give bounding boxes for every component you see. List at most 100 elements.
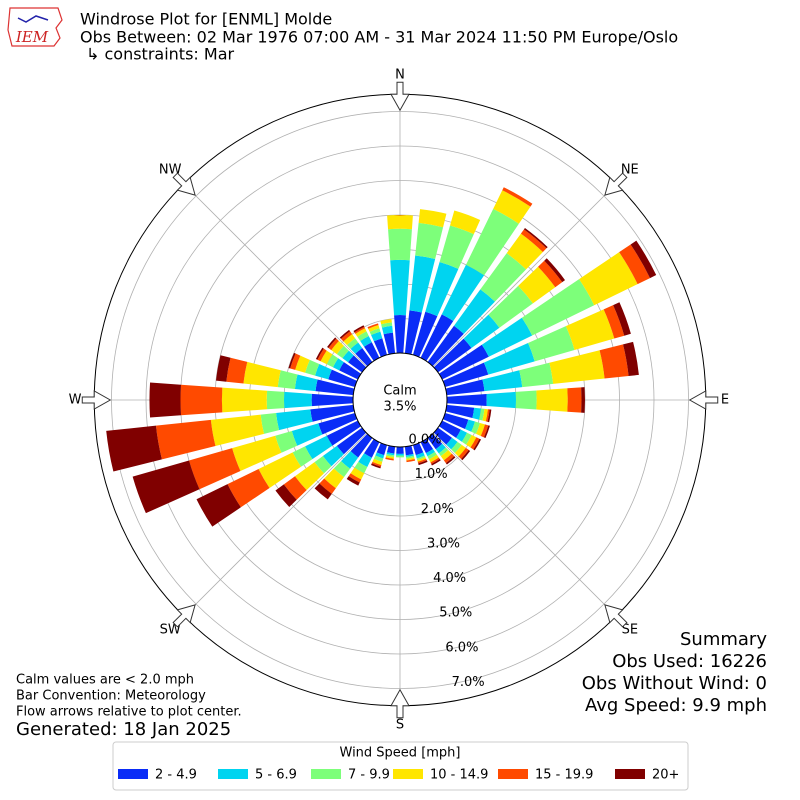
bar-segment: [350, 467, 365, 480]
legend-swatch: [615, 769, 645, 779]
bar-segment: [132, 460, 200, 514]
bar-segment: [189, 448, 241, 490]
bar-segment: [417, 458, 427, 464]
bar-segment: [328, 338, 339, 351]
bar-segment: [292, 446, 313, 467]
legend-swatch: [311, 769, 341, 779]
bar-segment: [149, 382, 182, 418]
bar-segment: [471, 421, 481, 434]
chart-title: Windrose Plot for [ENML] Molde: [80, 10, 332, 29]
bar-segment: [405, 455, 415, 459]
legend-label: 2 - 4.9: [155, 768, 197, 783]
bar-segment: [396, 446, 404, 454]
bar-segment: [336, 427, 367, 455]
summary: Summary: [680, 629, 767, 650]
bar-segment: [339, 362, 362, 380]
bar-segment: [326, 354, 339, 368]
bar-segment: [456, 429, 468, 442]
bar-segment: [294, 462, 325, 491]
bar-segment: [453, 289, 495, 334]
bar-segment: [346, 476, 360, 486]
bar-segment: [481, 317, 533, 357]
bar-segment: [409, 255, 436, 313]
bar-segment: [406, 458, 416, 463]
bar-segment: [394, 315, 406, 354]
bar-segment: [506, 233, 543, 270]
bar-segment: [305, 359, 320, 376]
bar-segment: [427, 325, 464, 367]
bar-segment: [405, 453, 414, 458]
bar-segment: [603, 305, 625, 339]
legend-swatch: [118, 769, 148, 779]
summary: Obs Without Wind: 0: [582, 673, 767, 694]
bar-segment: [295, 355, 310, 373]
bar-segment: [431, 458, 441, 466]
constraints: ↳ constraints: Mar: [86, 45, 234, 64]
bar-segment: [315, 379, 355, 396]
bar-segment: [348, 473, 362, 483]
legend-label: 15 - 19.9: [535, 768, 593, 783]
bar-segment: [519, 362, 554, 388]
bar-segment: [155, 419, 216, 460]
bar-segment: [480, 424, 489, 438]
bar-segment: [464, 419, 476, 432]
bar-segment: [518, 266, 556, 304]
bar-segment: [441, 264, 485, 321]
bar-segment: [416, 455, 426, 461]
bar-segment: [425, 448, 435, 457]
bar-segment: [390, 259, 410, 316]
bar-segment: [373, 455, 384, 462]
bar-segment: [521, 279, 595, 336]
bar-segment: [458, 447, 469, 460]
bar-segment: [348, 355, 367, 373]
calm-circle: [352, 352, 448, 448]
bar-segment: [415, 222, 444, 259]
bar-segment: [326, 420, 362, 446]
summary: Avg Speed: 9.9 mph: [585, 695, 767, 716]
bar-segment: [428, 454, 439, 463]
bar-segment: [427, 433, 443, 450]
legend-title: Wind Speed [mph]: [340, 746, 461, 761]
bar-segment: [310, 404, 355, 422]
compass-label: SE: [622, 622, 638, 637]
bar-segment: [385, 455, 395, 459]
bar-segment: [461, 432, 472, 445]
bar-segment: [420, 314, 454, 362]
grid-spoke: [432, 432, 617, 617]
bar-segment: [549, 350, 605, 384]
bar-segment: [315, 364, 332, 380]
bar-segment: [358, 453, 372, 468]
bar-segment: [357, 331, 369, 342]
bar-segment: [565, 309, 615, 350]
bar-segment: [381, 325, 393, 335]
bar-segment: [476, 422, 485, 436]
legend-swatch: [393, 769, 423, 779]
bar-segment: [284, 391, 312, 409]
bar-segment: [433, 427, 452, 445]
bar-segment: [387, 215, 413, 230]
bar-segment: [260, 413, 280, 434]
calm-label: Calm: [383, 384, 416, 399]
bar-segment: [331, 340, 344, 355]
bar-segment: [445, 379, 485, 396]
r-tick-label: 6.0%: [445, 640, 478, 655]
bar-segment: [339, 329, 351, 339]
bar-segment: [364, 438, 380, 458]
bar-segment: [438, 447, 449, 457]
bar-segment: [226, 357, 248, 384]
r-tick-label: 0.0%: [408, 433, 441, 448]
chart-subtitle: Obs Between: 02 Mar 1976 07:00 AM - 31 M…: [80, 28, 678, 47]
bar-segment: [385, 457, 394, 461]
flow-arrow: [604, 604, 628, 628]
bar-segment: [420, 438, 434, 454]
bar-segment: [482, 408, 488, 422]
bar-segment: [515, 390, 537, 410]
bar-segment: [465, 208, 519, 276]
bar-segment: [445, 404, 475, 419]
grid-spoke: [432, 183, 617, 368]
bar-segment: [502, 187, 533, 207]
flow-arrow: [390, 688, 410, 719]
bar-segment: [320, 350, 333, 365]
bar-segment: [355, 348, 373, 367]
bar-segment: [487, 409, 492, 423]
